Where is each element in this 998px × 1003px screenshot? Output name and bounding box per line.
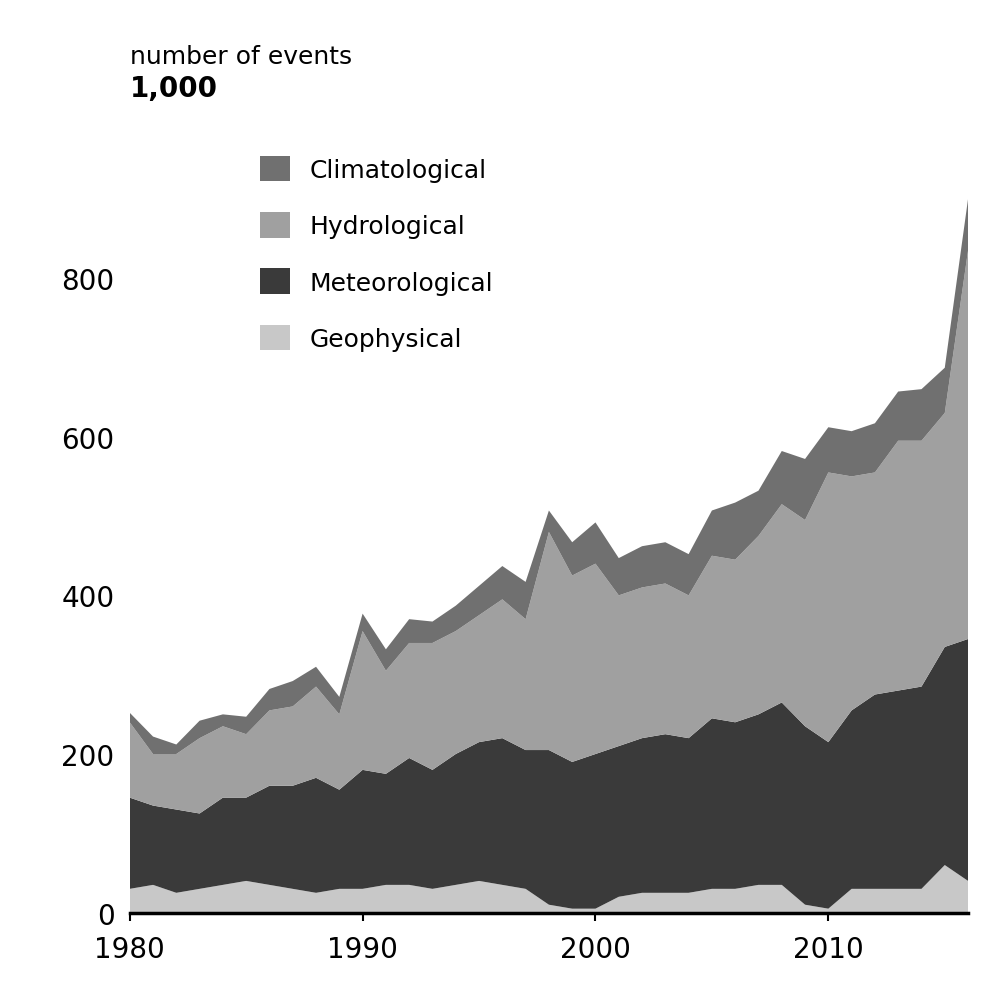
Text: number of events: number of events (130, 45, 352, 69)
Text: 1,000: 1,000 (130, 75, 218, 103)
Legend: Climatological, Hydrological, Meteorological, Geophysical: Climatological, Hydrological, Meteorolog… (259, 156, 493, 351)
